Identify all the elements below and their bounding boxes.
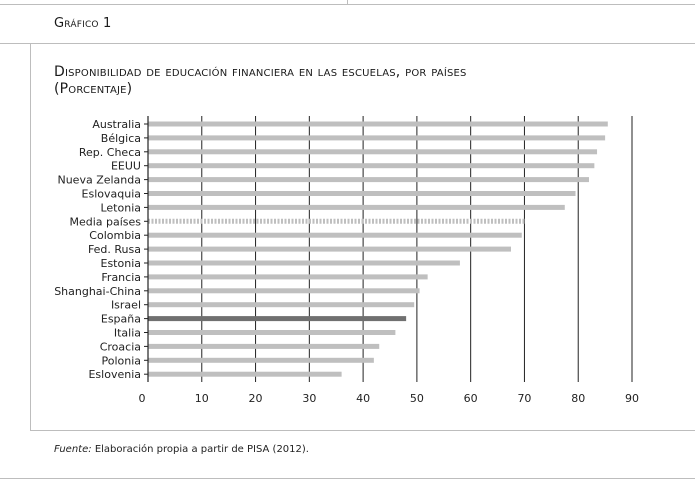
category-label: EEUU [111,160,141,173]
category-label: Eslovaquia [82,188,141,201]
category-label: Letonia [100,201,141,214]
top-center-tick [347,0,348,5]
x-tick-label: 0 [139,392,146,405]
figure-label: Gráfico 1 [54,16,112,31]
bars [148,121,608,377]
x-tick-label: 60 [464,392,478,405]
bar [148,302,415,308]
bar [148,163,595,169]
category-label: Polonia [101,354,141,367]
bar [148,371,342,377]
footer-divider [30,430,695,431]
bar [148,149,598,155]
category-label: Israel [111,299,141,312]
category-label: Francia [101,271,141,284]
bar-highlight [148,316,407,322]
x-tick-label: 50 [410,392,424,405]
category-label: Nueva Zelanda [57,174,141,187]
category-label: España [101,313,141,326]
bar [148,246,511,252]
x-tick-label: 10 [195,392,209,405]
axes [144,116,149,382]
bar [148,191,576,196]
category-label: Estonia [101,257,142,270]
x-tick-label: 30 [302,392,316,405]
source-text: Elaboración propia a partir de PISA (201… [94,444,309,455]
category-label: Colombia [89,229,141,242]
x-tick-label: 70 [517,392,531,405]
x-tick-label: 20 [249,392,263,405]
bar [148,135,606,141]
bar [148,232,522,238]
chart-title: Disponibilidad de educación financiera e… [54,64,674,98]
x-tick-label: 80 [571,392,585,405]
left-margin-line [30,43,31,430]
source-note: Fuente: Elaboración propia a partir de P… [54,444,309,455]
category-label: Rep. Checa [79,146,141,159]
bar [148,177,589,183]
category-label: Croacia [100,340,141,353]
bar [148,121,608,127]
bar [148,260,460,266]
category-label: Eslovenia [88,368,141,381]
chart-title-line1: Disponibilidad de educación financiera e… [54,64,467,80]
x-tick-label: 40 [356,392,370,405]
header-divider [0,43,695,44]
x-tick-labels: 0 10 20 30 40 50 60 70 80 90 [139,392,640,405]
category-label: Bélgica [101,132,141,145]
bar [148,204,565,210]
category-label: Fed. Rusa [88,243,141,256]
bar [148,330,396,335]
bottom-divider [0,478,695,479]
category-label: Shanghai-China [54,285,141,298]
bar [148,343,380,349]
category-label: Australia [92,118,141,131]
source-label: Fuente: [54,444,92,455]
category-label: Media países [69,215,141,228]
bar [148,357,374,363]
bar [148,274,428,280]
chart-title-line2: (Porcentaje) [54,81,133,97]
x-tick-label: 90 [625,392,639,405]
category-label: Italia [114,327,141,340]
bar [148,288,420,294]
